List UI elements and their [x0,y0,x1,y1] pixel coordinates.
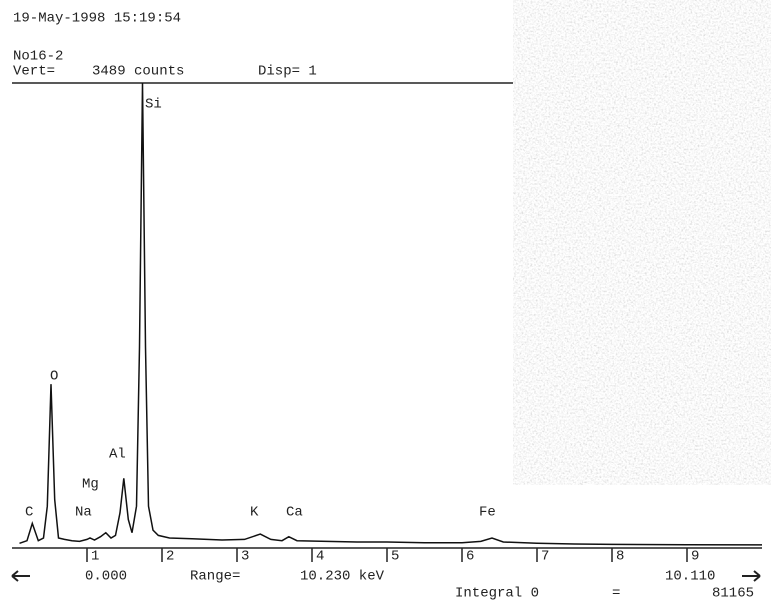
peak-label: O [50,369,58,385]
x-tick-label: 3 [241,549,249,565]
x-tick-label: 9 [691,549,699,565]
peak-label: Fe [479,505,496,521]
start-label: 0.000 [85,569,127,585]
right-arrow [742,570,761,582]
integral-value: 81165 [712,586,754,602]
x-tick-label: 1 [91,549,99,565]
peak-label: C [25,505,33,521]
disp: Disp= 1 [258,64,317,80]
integral-eq: = [612,586,620,602]
x-tick-label: 5 [391,549,399,565]
left-arrow [11,570,30,582]
x-tick-label: 7 [541,549,549,565]
end-label: 10.110 [665,569,715,585]
spectrum [19,82,763,546]
sem-image [513,0,771,485]
range-value: 10.230 keV [300,569,385,585]
x-tick-label: 6 [466,549,474,565]
x-tick-label: 2 [166,549,174,565]
timestamp: 19-May-1998 15:19:54 [13,11,181,27]
peak-label: Na [75,505,92,521]
peak-label: Si [145,97,162,113]
peak-label: K [250,505,259,521]
sample-name: No16-2 [13,49,63,65]
x-tick-label: 8 [616,549,624,565]
range-label: Range= [190,569,240,585]
x-tick-label: 4 [316,549,324,565]
vert-label: Vert= [13,64,55,80]
peak-label: Mg [82,477,99,493]
peak-label: Ca [286,505,303,521]
integral-label: Integral 0 [455,586,539,602]
peak-label: Al [109,447,126,463]
vert-value: 3489 counts [92,64,184,80]
